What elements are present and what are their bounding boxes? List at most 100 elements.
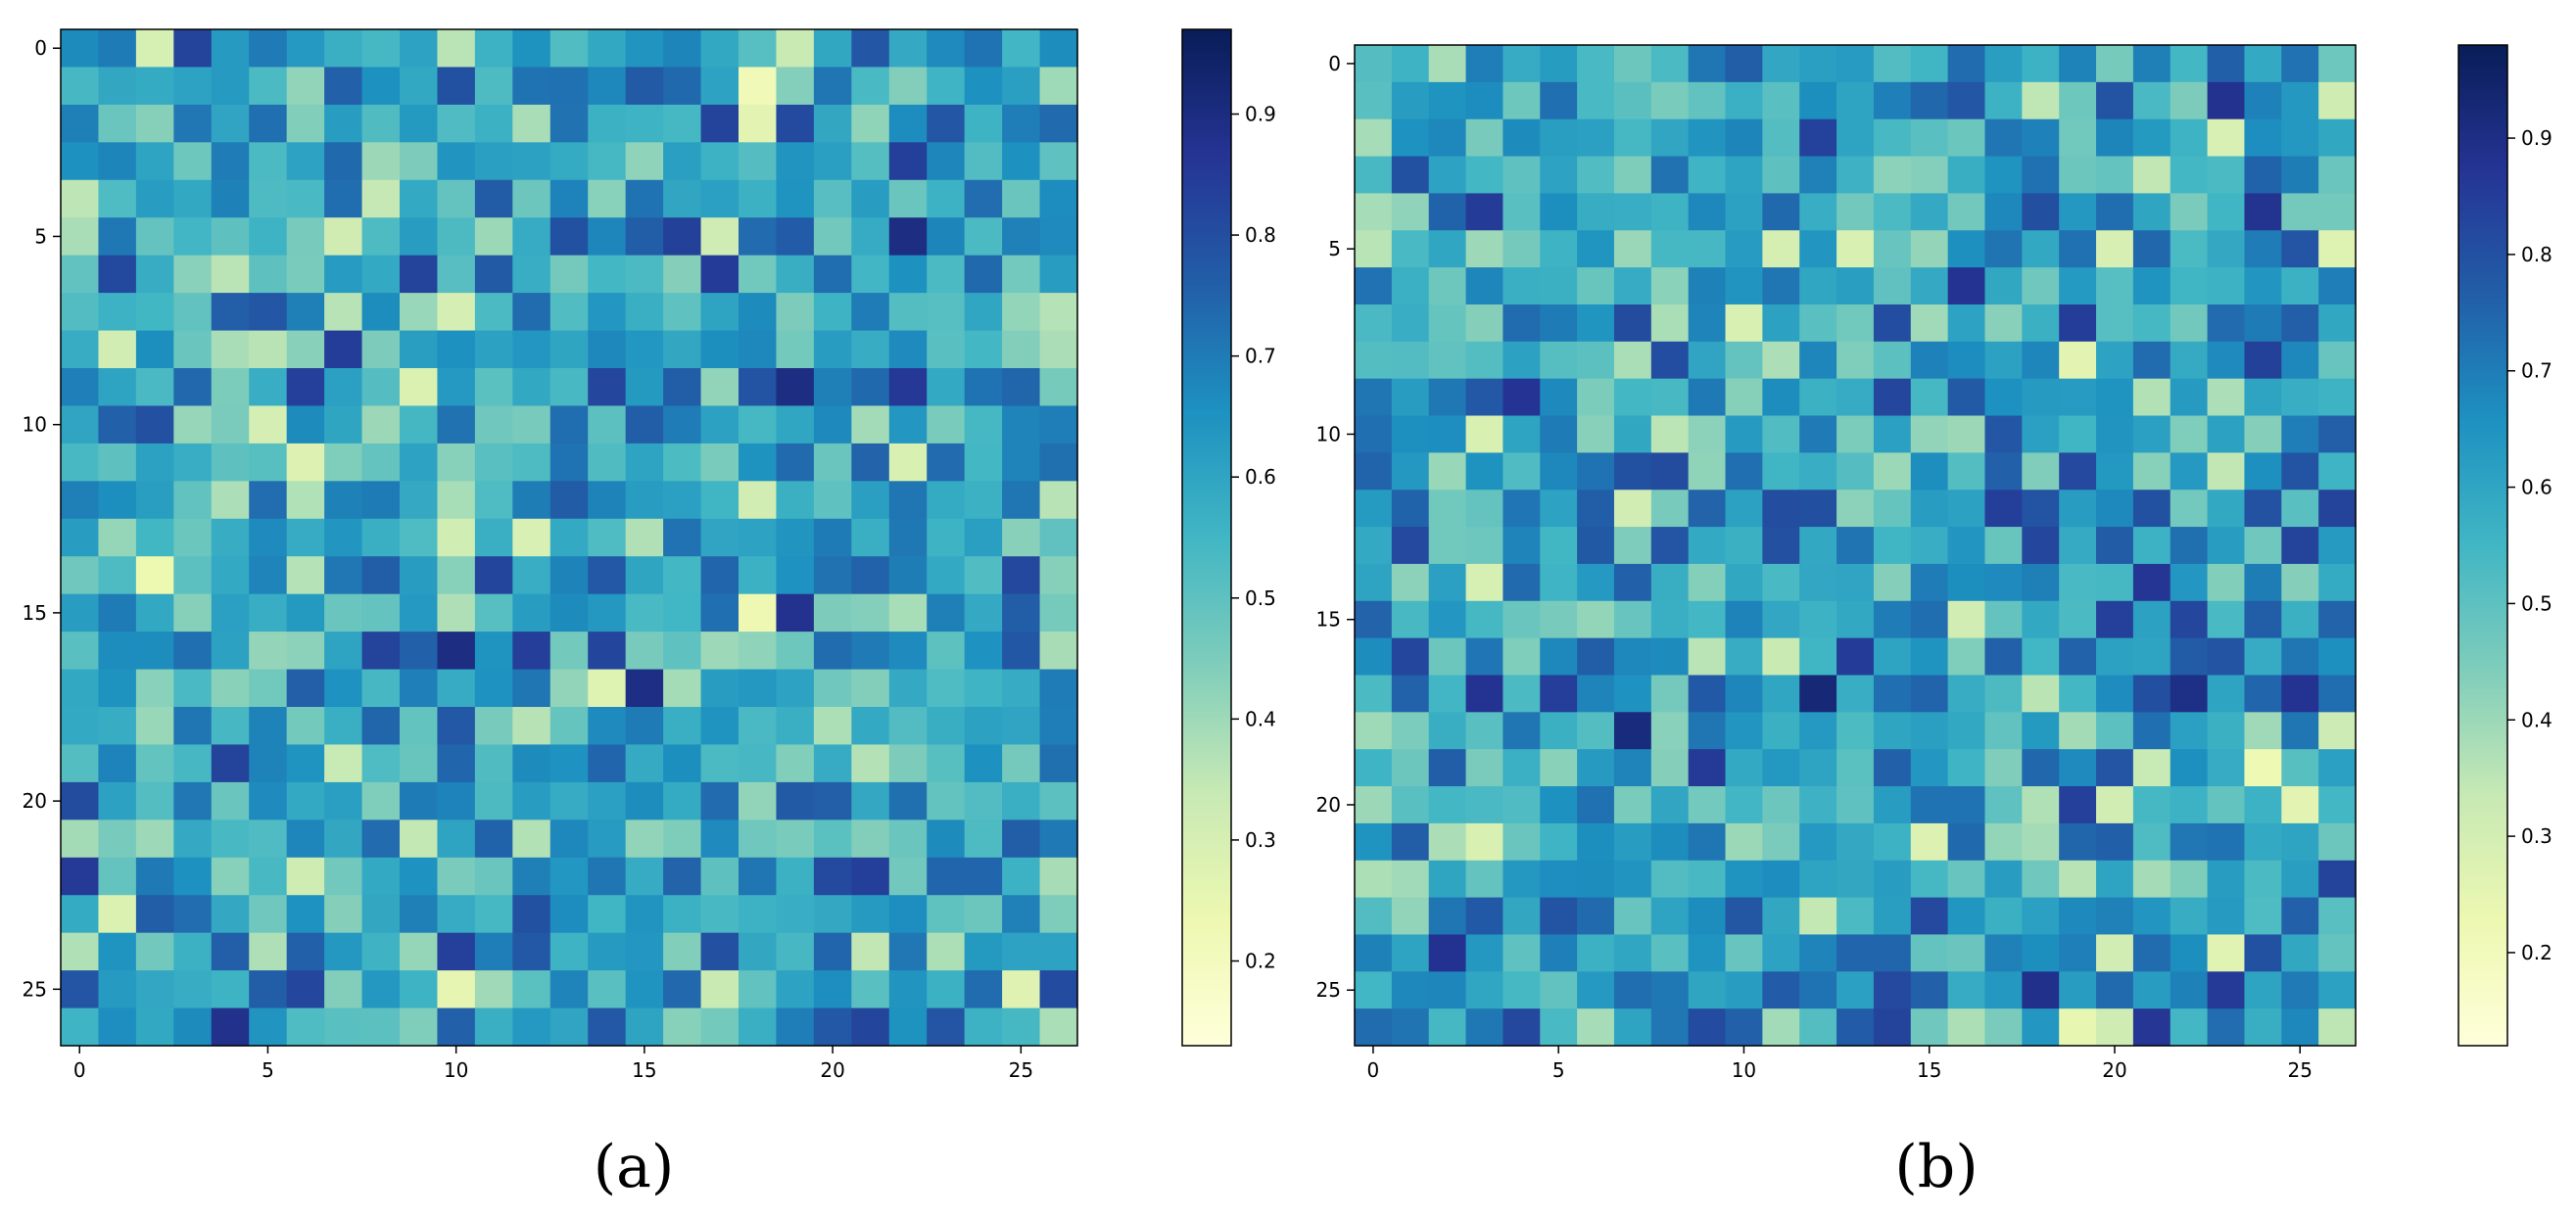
heatmap-cell xyxy=(2059,156,2097,195)
heatmap-cell xyxy=(776,405,815,445)
heatmap-cell xyxy=(1577,860,1615,899)
heatmap-cell xyxy=(2132,45,2171,83)
heatmap-cell xyxy=(211,104,250,143)
heatmap-cell xyxy=(851,970,890,1009)
heatmap-cell xyxy=(927,744,966,783)
heatmap-cell xyxy=(1613,415,1652,453)
heatmap-cell xyxy=(2059,934,2097,972)
heatmap-cell xyxy=(2244,81,2282,120)
heatmap-cell xyxy=(1799,378,1837,417)
heatmap-cell xyxy=(437,179,476,218)
heatmap-cell xyxy=(2244,934,2282,972)
heatmap-cell xyxy=(2096,971,2134,1009)
heatmap-cell xyxy=(851,518,890,557)
heatmap-cell xyxy=(2318,267,2357,305)
heatmap-cell xyxy=(512,255,551,294)
heatmap-cell xyxy=(1577,934,1615,972)
heatmap-cell xyxy=(400,67,439,106)
heatmap-cell xyxy=(98,67,137,106)
heatmap-cell xyxy=(249,895,288,934)
heatmap-cell xyxy=(173,707,213,746)
heatmap-cell xyxy=(98,632,137,671)
heatmap-cell xyxy=(286,781,325,820)
heatmap-cell xyxy=(588,970,627,1009)
heatmap-cell xyxy=(1837,527,1875,565)
heatmap-cell xyxy=(813,405,852,445)
heatmap-cell xyxy=(1355,822,1393,862)
heatmap-cell xyxy=(1688,897,1727,936)
heatmap-cell xyxy=(1428,156,1467,195)
heatmap-cell xyxy=(1873,897,1912,936)
heatmap-cell xyxy=(361,857,401,896)
heatmap-cell xyxy=(2207,415,2246,453)
heatmap-cell xyxy=(286,556,325,595)
heatmap-cell xyxy=(1725,490,1763,528)
heatmap-cell xyxy=(2059,452,2097,491)
heatmap-cell xyxy=(1540,637,1578,677)
heatmap-cell xyxy=(1837,822,1875,862)
heatmap-cell xyxy=(927,179,966,218)
heatmap-cell xyxy=(1039,179,1078,218)
heatmap-cell xyxy=(1039,368,1078,407)
heatmap-cell xyxy=(2244,527,2282,565)
heatmap-cell xyxy=(2022,156,2060,195)
heatmap-cell xyxy=(361,669,401,708)
heatmap-cell xyxy=(1039,1007,1078,1047)
colorbar-tick-label: 0.3 xyxy=(2521,824,2552,848)
heatmap-cell xyxy=(211,781,250,820)
heatmap-cell xyxy=(1002,669,1041,708)
heatmap-cell xyxy=(286,255,325,294)
heatmap-cell xyxy=(663,179,702,218)
heatmap-cell xyxy=(888,443,928,482)
heatmap-cell xyxy=(437,142,476,181)
heatmap-cell xyxy=(1613,749,1652,787)
heatmap-cell xyxy=(1650,490,1690,528)
heatmap-cell xyxy=(249,857,288,896)
colorbar-tick-label: 0.4 xyxy=(1245,707,1276,730)
heatmap-cell xyxy=(61,67,100,106)
heatmap-cell xyxy=(1391,267,1430,305)
heatmap-cell xyxy=(1465,527,1504,565)
heatmap-cell xyxy=(2281,378,2319,417)
heatmap-cell xyxy=(1837,452,1875,491)
heatmap-cell xyxy=(700,556,739,595)
heatmap-cell xyxy=(2096,267,2134,305)
y-tick-label: 15 xyxy=(1316,608,1341,632)
heatmap-cell xyxy=(286,1007,325,1047)
heatmap-cell xyxy=(437,1007,476,1047)
heatmap-cell xyxy=(512,970,551,1009)
heatmap-cell xyxy=(1503,860,1541,899)
heatmap-cell xyxy=(400,895,439,934)
heatmap-cell xyxy=(324,932,363,971)
heatmap-cell xyxy=(361,142,401,181)
heatmap-cell xyxy=(1428,860,1467,899)
heatmap-cell xyxy=(135,970,174,1009)
heatmap-cell xyxy=(1650,267,1690,305)
heatmap-cell xyxy=(2132,156,2171,195)
heatmap-cell xyxy=(1910,267,1949,305)
heatmap-cell xyxy=(2207,193,2246,231)
heatmap-cell xyxy=(588,330,627,369)
heatmap-cell xyxy=(1465,749,1504,787)
heatmap-cell xyxy=(1688,822,1727,862)
heatmap-cell xyxy=(1799,934,1837,972)
heatmap-cell xyxy=(927,632,966,671)
heatmap-cell xyxy=(776,781,815,820)
heatmap-cell xyxy=(1650,971,1690,1009)
heatmap-cell xyxy=(1910,527,1949,565)
heatmap-cell xyxy=(249,820,288,859)
heatmap-cell xyxy=(1613,230,1652,268)
heatmap-cell xyxy=(2096,193,2134,231)
heatmap-cell xyxy=(2318,156,2357,195)
heatmap-cell xyxy=(173,744,213,783)
heatmap-cell xyxy=(1688,934,1727,972)
heatmap-cell xyxy=(739,142,778,181)
x-tick-label: 15 xyxy=(632,1058,656,1082)
heatmap-cell xyxy=(1391,527,1430,565)
heatmap-cell xyxy=(927,104,966,143)
heatmap-cell xyxy=(2022,712,2060,750)
heatmap-cell xyxy=(1465,1008,1504,1047)
heatmap-cell xyxy=(1355,193,1393,231)
heatmap-cell xyxy=(437,970,476,1009)
heatmap-cell xyxy=(625,443,664,482)
